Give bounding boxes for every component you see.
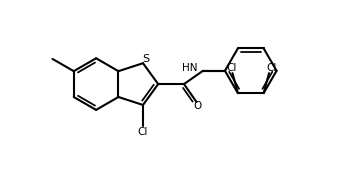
Text: HN: HN: [181, 63, 197, 73]
Text: Cl: Cl: [226, 63, 237, 73]
Text: O: O: [193, 101, 202, 111]
Text: Cl: Cl: [138, 127, 148, 137]
Text: Cl: Cl: [267, 63, 277, 73]
Text: S: S: [143, 54, 149, 64]
